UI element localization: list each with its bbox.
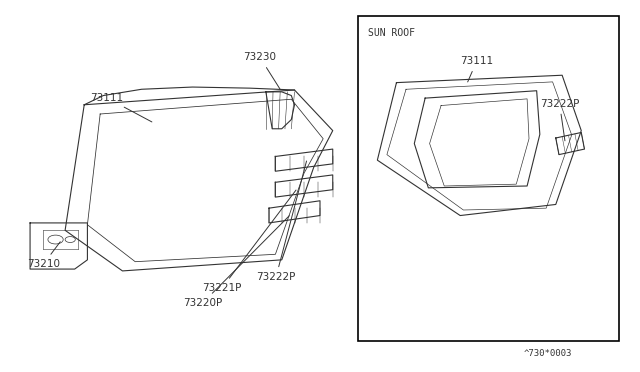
Bar bbox=[358, 16, 620, 341]
Text: 73111: 73111 bbox=[460, 56, 493, 82]
Text: ^730*0003: ^730*0003 bbox=[524, 349, 572, 358]
Text: 73210: 73210 bbox=[27, 242, 60, 269]
Text: 73222P: 73222P bbox=[256, 161, 307, 282]
Text: 73221P: 73221P bbox=[202, 190, 296, 293]
Text: 73222P: 73222P bbox=[540, 99, 579, 141]
Text: 73111: 73111 bbox=[91, 93, 152, 122]
Text: 73220P: 73220P bbox=[183, 216, 289, 308]
Text: 73230: 73230 bbox=[244, 52, 280, 90]
Text: SUN ROOF: SUN ROOF bbox=[368, 29, 415, 38]
